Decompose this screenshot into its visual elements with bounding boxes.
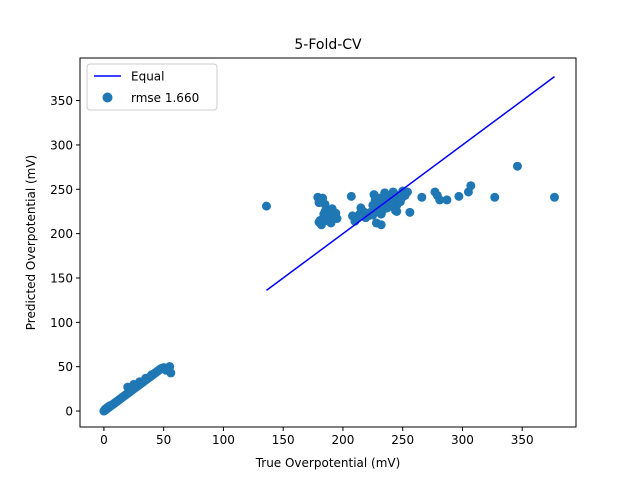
y-tick-label: 0 (65, 405, 73, 419)
scatter-point (454, 191, 464, 201)
plot-frame (79, 57, 577, 428)
scatter-point (326, 218, 336, 228)
y-axis-ticks: 0 50 100 150 200 250 300 350 (50, 94, 80, 419)
scatter-point (165, 362, 175, 372)
scatter-point (512, 161, 522, 171)
x-tick-label: 0 (100, 433, 108, 447)
scatter-point (405, 207, 415, 217)
x-tick-label: 50 (156, 433, 171, 447)
scatter-point (320, 206, 330, 216)
x-tick-label: 100 (212, 433, 235, 447)
scatter-point (435, 195, 445, 205)
scatter-point (374, 204, 384, 214)
scatter-point (261, 201, 271, 211)
scatter-point (417, 192, 427, 202)
legend: Equal rmse 1.660 (86, 63, 218, 111)
y-tick-label: 250 (50, 183, 73, 197)
legend-label-equal: Equal (131, 70, 165, 84)
scatter-point (380, 188, 390, 198)
scatter-point (402, 187, 412, 197)
scatter-point (386, 201, 396, 211)
scatter-point (376, 220, 386, 230)
x-tick-label: 200 (331, 433, 354, 447)
data-marks (99, 76, 559, 416)
scatter-point (490, 192, 500, 202)
chart-title: 5-Fold-CV (294, 37, 362, 53)
scatter-point (442, 195, 452, 205)
x-axis-label: True Overpotential (mV) (255, 456, 401, 470)
y-tick-label: 150 (50, 271, 73, 285)
y-axis-label: Predicted Overpotential (mV) (24, 155, 38, 330)
scatter-point (549, 192, 559, 202)
legend-label-rmse: rmse 1.660 (131, 91, 199, 105)
scatter-point (316, 220, 326, 230)
scatter-point (466, 181, 476, 191)
x-tick-label: 350 (511, 433, 534, 447)
legend-marker-swatch (102, 92, 113, 103)
y-tick-label: 100 (50, 316, 73, 330)
x-axis-ticks: 0 50 100 150 200 250 300 350 (100, 427, 534, 447)
x-tick-label: 250 (391, 433, 414, 447)
y-tick-label: 200 (50, 227, 73, 241)
x-tick-label: 300 (451, 433, 474, 447)
x-tick-label: 150 (272, 433, 295, 447)
scatter-point (346, 191, 356, 201)
equal-line (266, 76, 555, 292)
y-tick-label: 50 (58, 360, 73, 374)
y-tick-label: 300 (50, 138, 73, 152)
scatter-point (314, 198, 324, 208)
scatter-point (392, 206, 402, 216)
y-tick-label: 350 (50, 94, 73, 108)
